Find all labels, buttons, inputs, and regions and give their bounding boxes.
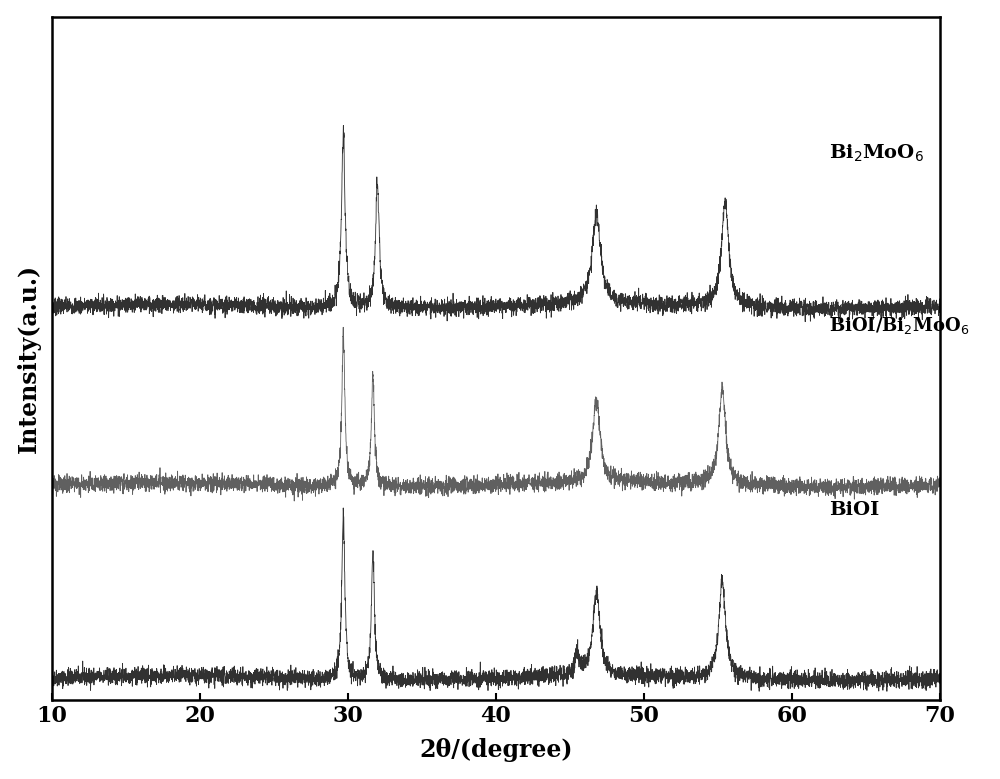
Text: BiOI: BiOI [829,501,879,519]
Y-axis label: Intensity(a.u.): Intensity(a.u.) [17,264,41,453]
X-axis label: 2θ/(degree): 2θ/(degree) [419,738,573,763]
Text: BiOI/Bi$_2$MoO$_6$: BiOI/Bi$_2$MoO$_6$ [829,315,969,337]
Text: Bi$_2$MoO$_6$: Bi$_2$MoO$_6$ [829,143,924,164]
